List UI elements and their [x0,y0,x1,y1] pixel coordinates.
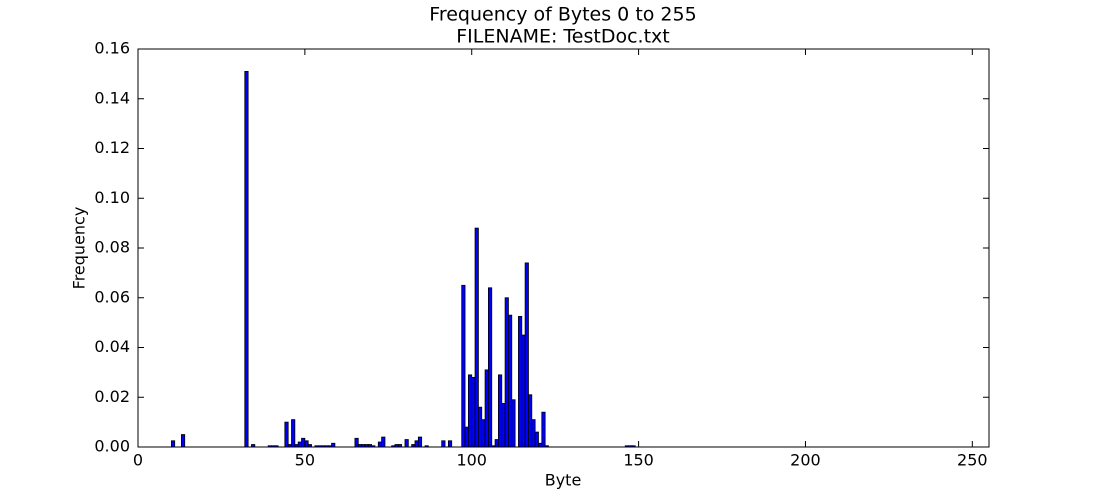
bar [471,376,476,448]
x-tick-label: 100 [456,451,487,470]
bar [244,70,249,448]
bar [464,426,469,448]
bar [501,403,506,448]
bar [508,314,513,448]
bar [474,227,479,448]
y-tick-label: 0.10 [94,188,130,207]
bar [541,411,546,448]
y-tick-label: 0.04 [94,337,130,356]
y-tick-label: 0.12 [94,138,130,157]
y-tick-label: 0.16 [94,39,130,58]
bar [447,440,453,448]
chart-title: Frequency of Bytes 0 to 255 [429,4,696,26]
bar [304,440,309,448]
bar [297,441,302,448]
bar [170,440,176,448]
bar [354,437,359,448]
bar [494,439,499,448]
bar [377,441,383,448]
bar [534,431,539,448]
bar [461,284,466,448]
bar [511,399,516,448]
bar [284,421,289,448]
y-tick-label: 0.02 [94,387,130,406]
y-axis-label: Frequency [70,207,89,290]
bar [498,374,503,448]
bar [538,442,543,448]
y-tick-label: 0.08 [94,238,130,257]
bar [467,374,473,448]
bar [414,440,419,448]
bar [484,369,489,448]
chart-subtitle: FILENAME: TestDoc.txt [456,26,669,48]
bar [518,316,523,448]
bar [441,440,446,448]
bar [291,419,296,448]
x-axis-label: Byte [545,471,582,490]
x-tick-label: 0 [133,451,143,470]
bar [477,406,483,448]
x-tick-label: 250 [957,451,988,470]
bar [417,436,423,448]
y-tick-label: 0.06 [94,287,130,306]
x-tick-label: 50 [295,451,315,470]
bar [521,334,526,448]
bar [531,419,536,448]
bar [481,419,486,448]
bar [301,437,306,448]
bar [504,297,509,448]
bar [528,394,533,448]
bar [381,436,386,448]
bar [331,442,336,448]
bar [524,262,529,448]
y-tick-label: 0.14 [94,88,130,107]
y-tick-label: 0.00 [94,437,130,456]
bar [404,439,409,448]
x-tick-label: 200 [790,451,821,470]
x-tick-label: 150 [623,451,654,470]
bar [488,287,493,448]
bar [180,434,186,448]
